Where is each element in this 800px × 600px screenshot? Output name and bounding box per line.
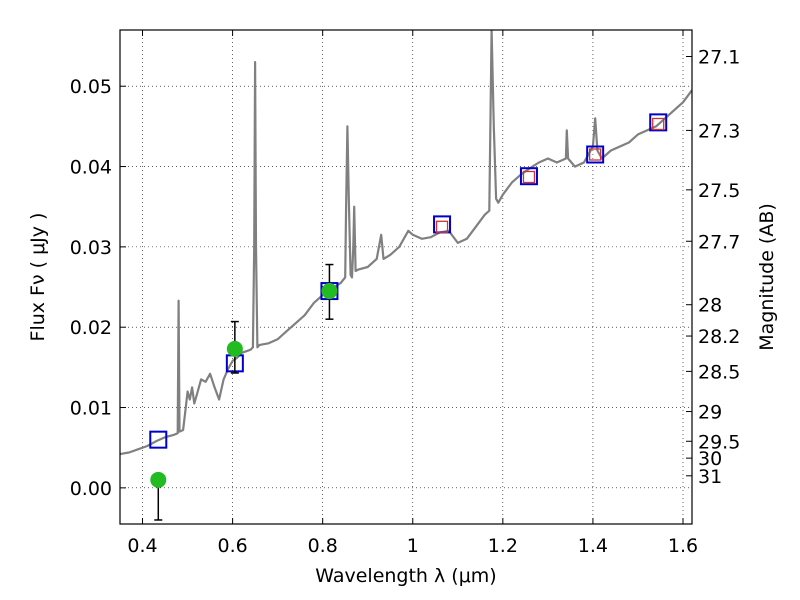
right-tick-label: 28.2 [698,326,740,348]
right-tick-label: 27.5 [698,180,740,202]
right-tick-label: 27.3 [698,120,740,142]
x-tick-label: 1.2 [488,535,518,557]
right-tick-label: 31 [698,466,722,488]
plot-area [120,30,692,521]
x-tick-label: 0.6 [217,535,247,557]
y-tick-label: 0.02 [70,317,112,339]
plot-frame [119,29,693,525]
y-tick-label: 0.03 [70,237,112,259]
x-tick-label: 1.4 [578,535,608,557]
y-tick-label: 0.04 [70,157,112,179]
right-tick-label: 30 [698,448,722,470]
model-flux-small-square [589,148,602,161]
model-flux-square [649,113,668,132]
model-flux-square [149,430,168,449]
y-tick-labels: 0.00 0.01 0.02 0.03 0.04 0.05 [70,76,112,500]
observed-flux-point [226,340,243,357]
y-tick-label: 0.05 [70,76,112,98]
model-flux-small-square [652,117,665,131]
right-tick-label: 29 [698,402,722,424]
model-flux-square [586,145,605,164]
x-tick-label: 1.6 [668,535,698,557]
axis-ticks [120,30,692,524]
y-tick-label: 0.00 [70,478,112,500]
model-flux-small-square [522,170,536,184]
x-tick-label: 0.4 [127,535,157,557]
right-tick-label: 28 [698,295,722,317]
model-flux-small-square [435,220,449,233]
x-tick-label: 1 [407,535,419,557]
x-tick-labels: 0.4 0.6 0.8 1 1.2 1.4 1.6 [127,535,698,557]
observed-flux-point [321,283,338,300]
right-tick-label: 28.5 [698,361,740,383]
right-tick-label: 27.1 [698,47,740,69]
x-tick-label: 0.8 [308,535,338,557]
right-tick-label: 27.7 [698,231,740,253]
y-axis-label: Flux Fν ( μJy ) [27,213,49,342]
x-axis-label: Wavelength λ (μm) [315,565,496,587]
right-axis-label: Magnitude (AB) [756,203,778,351]
sed-spectrum-line [120,30,692,456]
observed-flux-point [150,471,167,488]
right-tick-label: 29.5 [698,431,740,453]
model-flux-square [519,167,538,186]
grid-lines [120,30,692,524]
y-tick-label: 0.01 [70,398,112,420]
